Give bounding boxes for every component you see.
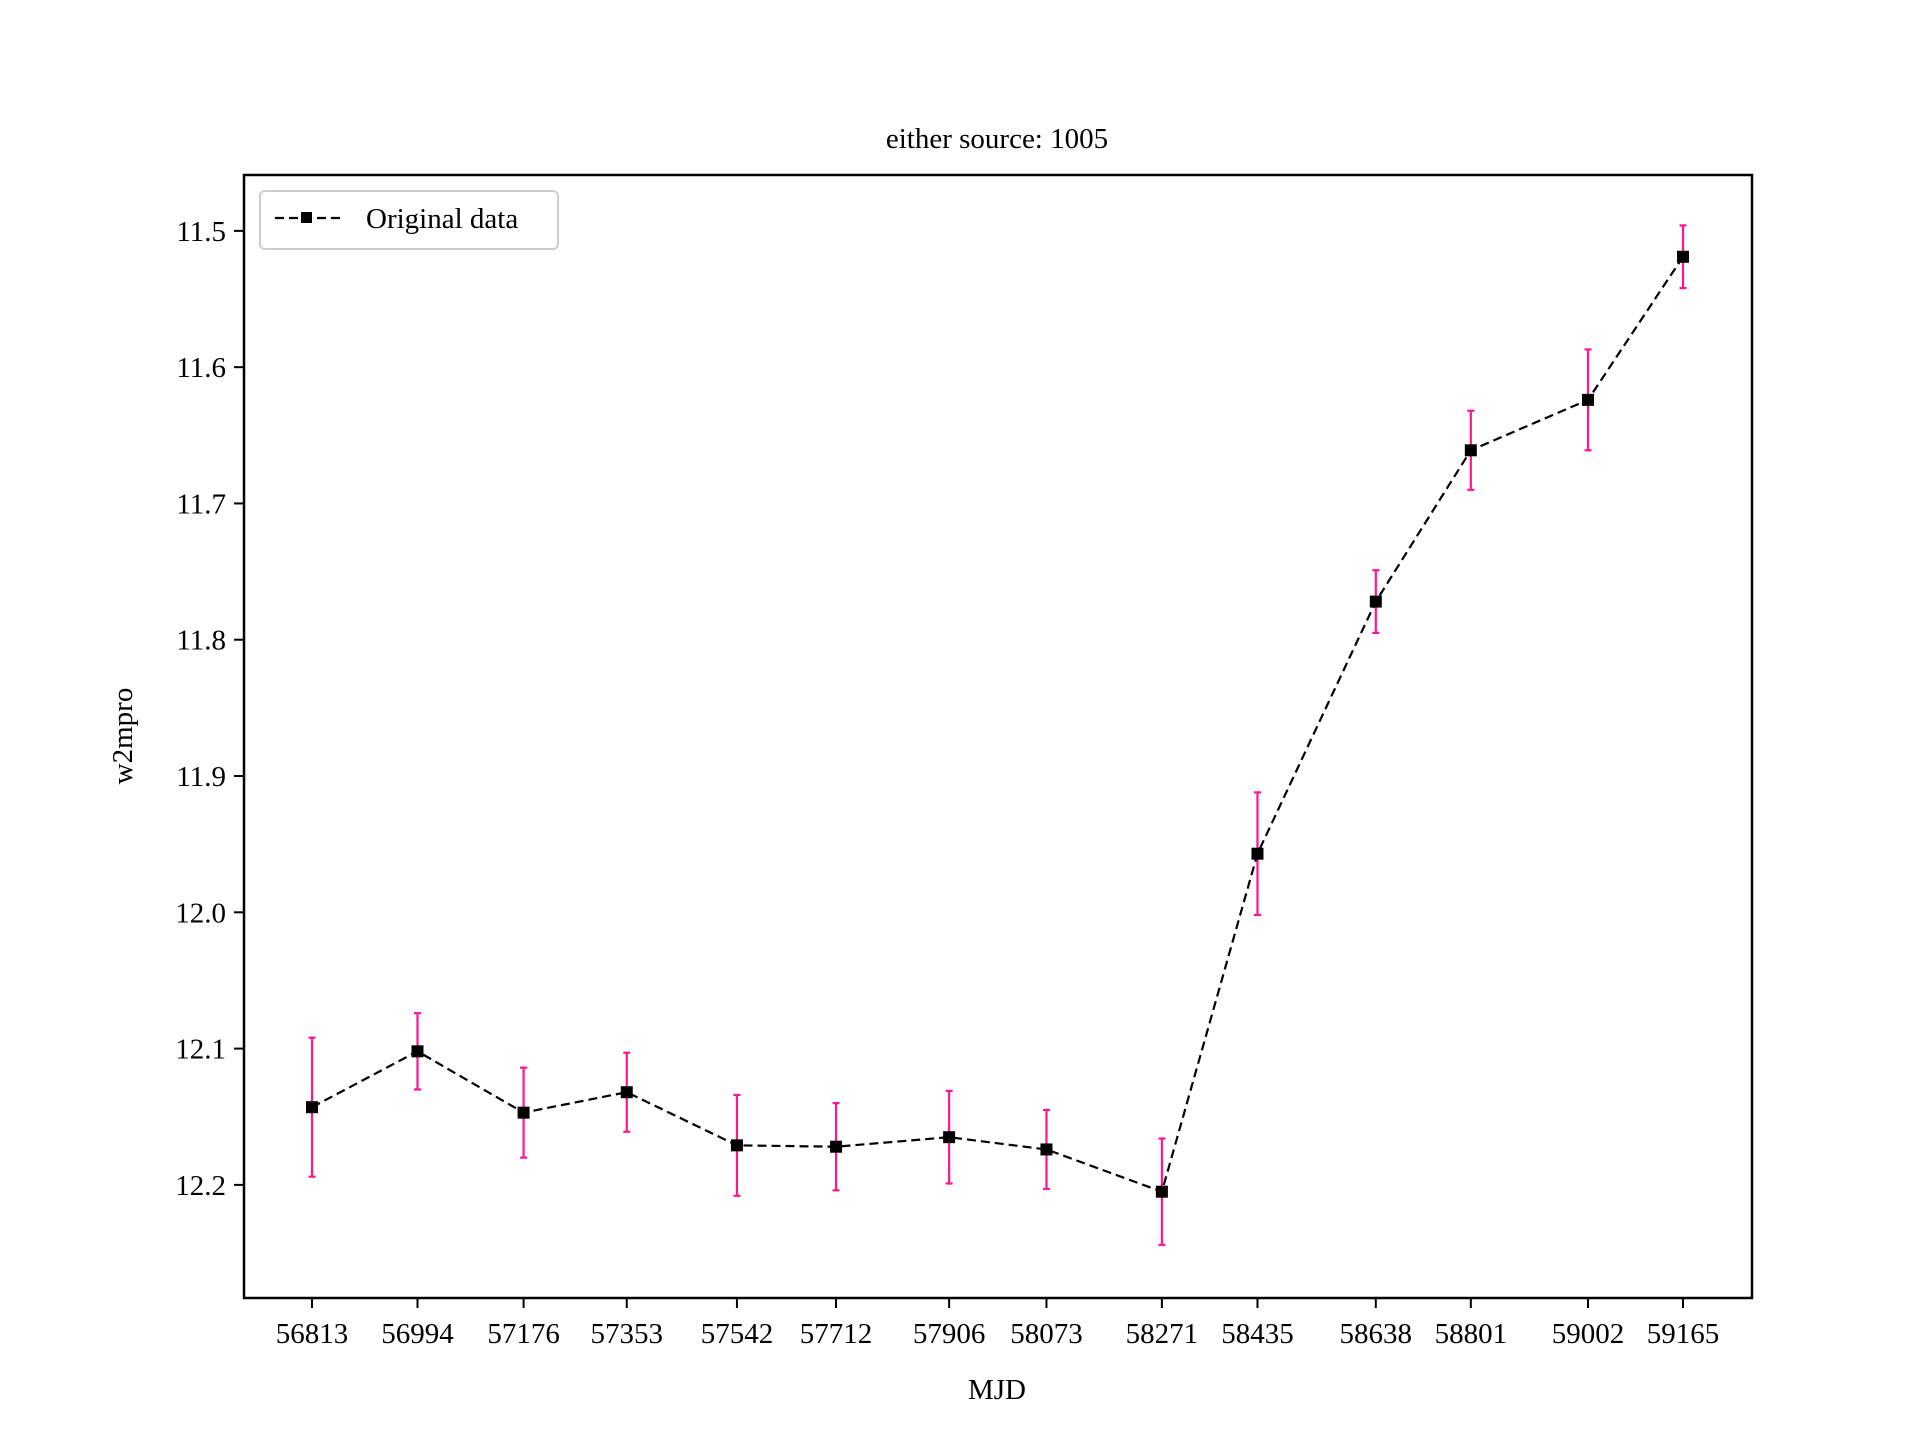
y-tick-label: 11.7: [176, 488, 226, 520]
legend-label: Original data: [366, 203, 518, 235]
plot-frame: [242, 173, 1754, 1300]
y-tick-label: 11.9: [176, 761, 226, 793]
x-tick-label: 57176: [487, 1318, 560, 1350]
x-axis-label: MJD: [968, 1374, 1026, 1406]
data-point: [1677, 250, 1689, 263]
series-line: [311, 256, 1684, 1194]
series-layer: [306, 250, 1689, 1198]
y-tick-label: 12.1: [175, 1034, 226, 1066]
data-point: [1040, 1143, 1053, 1156]
y-axis-label: w2mpro: [107, 688, 139, 785]
data-point: [730, 1139, 743, 1152]
chart-title: either source: 1005: [886, 123, 1108, 155]
data-point: [830, 1140, 843, 1153]
x-tick-label: 58435: [1221, 1318, 1294, 1350]
data-point: [1155, 1185, 1168, 1198]
legend-box: [259, 190, 559, 250]
y-tick-label: 12.0: [175, 897, 226, 929]
x-tick-label: 58073: [1010, 1318, 1083, 1350]
data-point: [620, 1086, 633, 1099]
x-tick-label: 59165: [1647, 1318, 1720, 1350]
x-tick-label: 57542: [701, 1318, 774, 1350]
y-tick-label: 12.2: [175, 1170, 226, 1202]
y-tick-label: 11.6: [176, 352, 226, 384]
x-tick-label: 57353: [591, 1318, 664, 1350]
x-tick-label: 59002: [1552, 1318, 1625, 1350]
data-point: [411, 1045, 424, 1058]
data-point: [517, 1106, 530, 1119]
x-tick-label: 56994: [381, 1318, 454, 1350]
data-point: [1464, 444, 1477, 457]
legend-marker-sample: [301, 212, 312, 223]
y-tick-label: 11.5: [176, 216, 226, 248]
x-tick-label: 58271: [1126, 1318, 1199, 1350]
x-tick-label: 58801: [1435, 1318, 1508, 1350]
x-tick-label: 57712: [800, 1318, 873, 1350]
data-point: [306, 1101, 318, 1114]
data-point: [1581, 393, 1594, 406]
data-point: [943, 1131, 956, 1144]
data-point: [1251, 847, 1264, 860]
x-tick-label: 56813: [276, 1318, 349, 1350]
x-tick-label: 57906: [913, 1318, 986, 1350]
x-tick-label: 58638: [1340, 1318, 1413, 1350]
legend: Original data: [259, 190, 559, 250]
y-tick-label: 11.8: [176, 625, 226, 657]
x-axis-ticks: 56813 56994 57176 57353 57542 57712 57906 58073…: [276, 1298, 1720, 1350]
data-point: [1369, 595, 1382, 608]
y-axis-ticks: 11.5 11.6 11.7 11.8 11.9 12.0 12.1 12.2: [175, 216, 244, 1202]
